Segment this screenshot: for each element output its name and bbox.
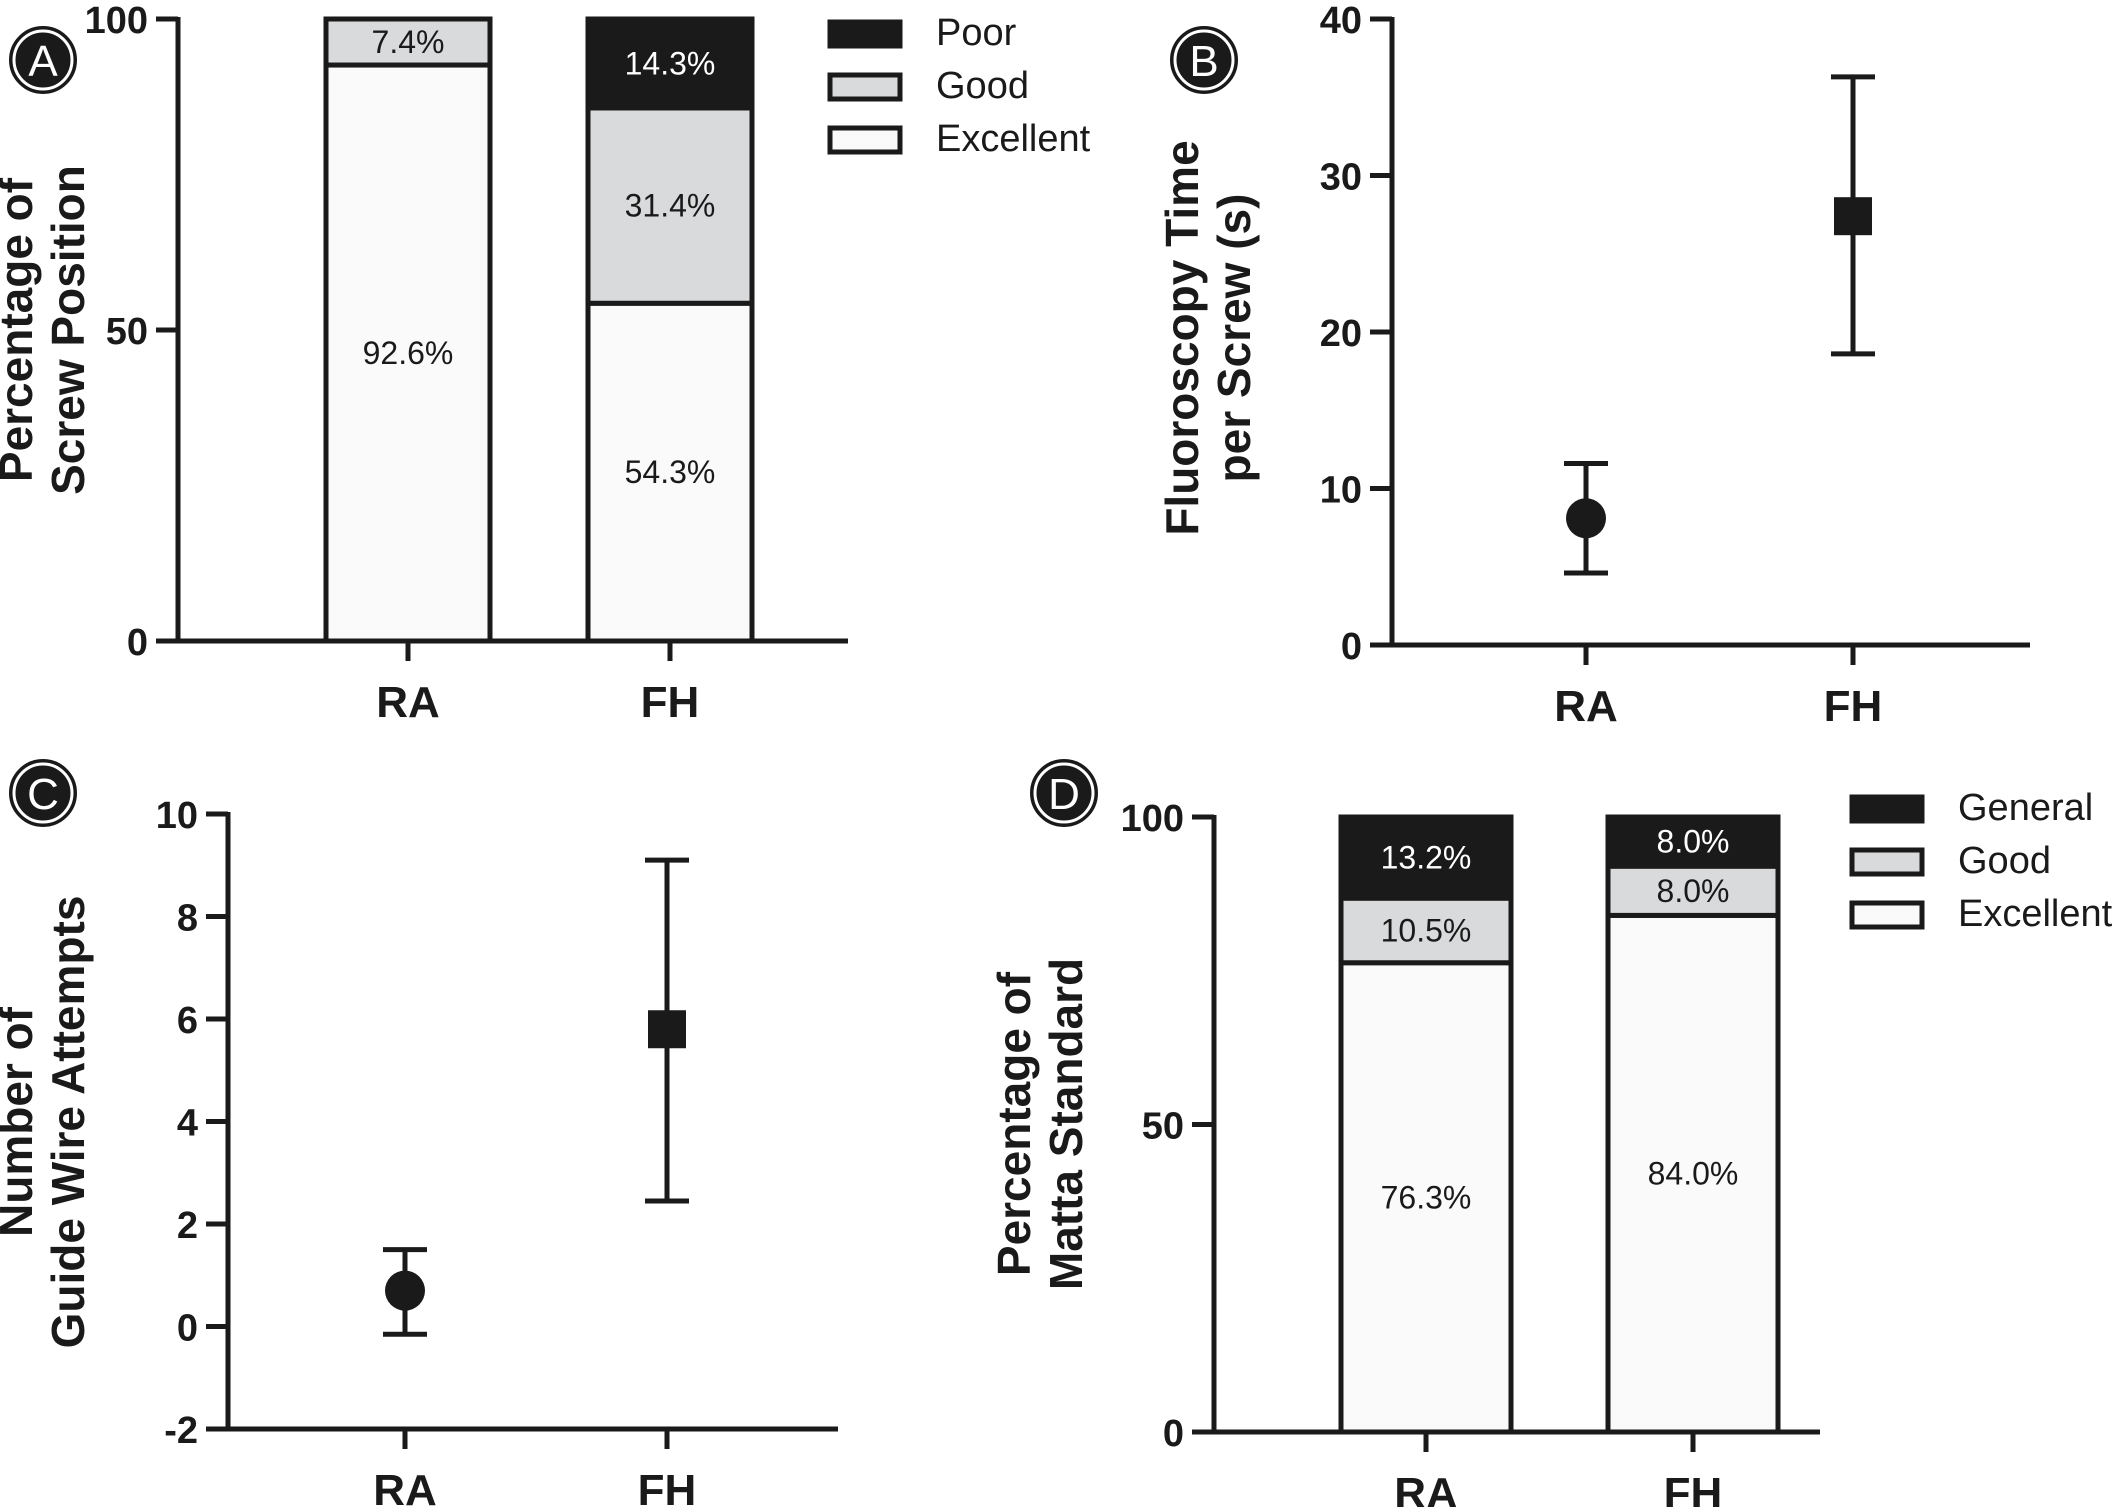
y-axis-label: Number ofGuide Wire Attempts <box>0 896 94 1349</box>
x-category-label: FH <box>1824 682 1883 731</box>
panel-badge-letter: B <box>1189 37 1218 86</box>
panel-badge-letter: C <box>27 770 59 819</box>
y-tick-label: 0 <box>1341 626 1362 668</box>
panel-b-badge: B <box>1170 26 1238 94</box>
bar-segment-label: 54.3% <box>625 454 716 490</box>
legend-swatch-poor <box>827 19 903 49</box>
data-point-fh <box>1834 197 1872 236</box>
panel-a: A 0 50 100 RA FH Percentage ofScrew Position 92… <box>0 0 1091 727</box>
legend-swatch-good <box>1849 847 1925 877</box>
y-axis-label: Percentage ofScrew Position <box>0 165 94 495</box>
bar-segment-label: 14.3% <box>625 45 716 81</box>
y-tick-label: 0 <box>127 622 148 664</box>
y-tick-label: 10 <box>1320 470 1362 512</box>
y-tick-label: 6 <box>177 1000 198 1042</box>
x-category-label: FH <box>1664 1469 1723 1507</box>
data-point-ra <box>385 1270 425 1311</box>
legend-label: Good <box>936 65 1029 107</box>
bar-segment-good <box>1338 895 1514 966</box>
legend: General Good Excellent <box>1849 787 2113 935</box>
bar-segment-excellent <box>1605 912 1781 1435</box>
x-category-label: FH <box>638 1466 697 1507</box>
bar-segment-label: 84.0% <box>1648 1156 1739 1192</box>
bar-segment-good <box>323 16 493 68</box>
panel-c: C -2 0 2 4 6 8 10 RA FH Number ofGuide Wire Attemp… <box>0 759 838 1507</box>
legend-swatch-excellent <box>1849 900 1925 930</box>
y-tick-label: 10 <box>156 795 198 837</box>
x-category-label: RA <box>1554 682 1618 731</box>
y-tick-label: 100 <box>1121 798 1184 840</box>
panel-badge-letter: A <box>28 37 58 86</box>
panel-a-badge: A <box>9 26 77 94</box>
bar-segment-excellent <box>323 62 493 644</box>
y-tick-label: 2 <box>177 1205 198 1247</box>
y-tick-label: 8 <box>177 898 198 940</box>
y-tick-label: 40 <box>1320 0 1362 42</box>
panel-c-badge: C <box>9 759 77 827</box>
y-axis-label: Percentage ofMatta Standard <box>988 958 1092 1290</box>
bar-segment-label: 31.4% <box>625 188 716 224</box>
y-tick-label: 0 <box>1163 1413 1184 1455</box>
y-tick-label: 20 <box>1320 313 1362 355</box>
legend-label: General <box>1958 787 2093 829</box>
legend-swatch-excellent <box>827 125 903 155</box>
y-axis-label: Fluoroscopy Timeper Screw (s) <box>1156 140 1260 535</box>
panel-badge-letter: D <box>1048 770 1080 819</box>
bar-segment-label: 10.5% <box>1381 912 1472 948</box>
legend-swatch-good <box>827 72 903 102</box>
bar-segment-excellent <box>585 300 755 644</box>
bar-segment-label: 8.0% <box>1657 824 1730 860</box>
panel-d: D 0 50 100 RA FH Percentage ofMatta Standard 76… <box>988 759 2113 1507</box>
bar-segment-good <box>585 105 755 306</box>
x-category-label: RA <box>1394 1469 1458 1507</box>
bar-segment-general <box>1605 814 1781 869</box>
y-tick-label: 50 <box>1142 1106 1184 1148</box>
x-category-label: FH <box>641 678 700 727</box>
legend-label: Poor <box>936 12 1017 54</box>
x-category-label: RA <box>373 1466 437 1507</box>
data-point-fh <box>648 1010 686 1049</box>
y-tick-label: 50 <box>106 311 148 353</box>
bar-segment-label: 7.4% <box>372 24 445 60</box>
panel-d-badge: D <box>1030 759 1098 827</box>
y-tick-label: 4 <box>177 1103 198 1145</box>
data-point-ra <box>1566 498 1606 539</box>
legend: Poor Good Excellent <box>827 12 1091 160</box>
x-category-label: RA <box>376 678 440 727</box>
legend-label: Good <box>1958 840 2051 882</box>
legend-swatch-general <box>1849 794 1925 824</box>
y-tick-label: -2 <box>164 1410 198 1452</box>
panel-b: B 0 10 20 30 40 RA FH Fluoroscopy Timeper Screw … <box>1156 0 2030 731</box>
y-tick-label: 0 <box>177 1308 198 1350</box>
y-tick-label: 100 <box>85 0 148 42</box>
bar-segment-general <box>1338 814 1514 901</box>
bar-segment-label: 76.3% <box>1381 1179 1472 1215</box>
legend-label: Excellent <box>1958 893 2113 935</box>
bar-segment-poor <box>585 16 755 111</box>
bar-segment-label: 8.0% <box>1657 873 1730 909</box>
bar-segment-label: 13.2% <box>1381 840 1472 876</box>
legend-label: Excellent <box>936 118 1091 160</box>
bar-segment-label: 92.6% <box>363 335 454 371</box>
y-tick-label: 30 <box>1320 157 1362 199</box>
